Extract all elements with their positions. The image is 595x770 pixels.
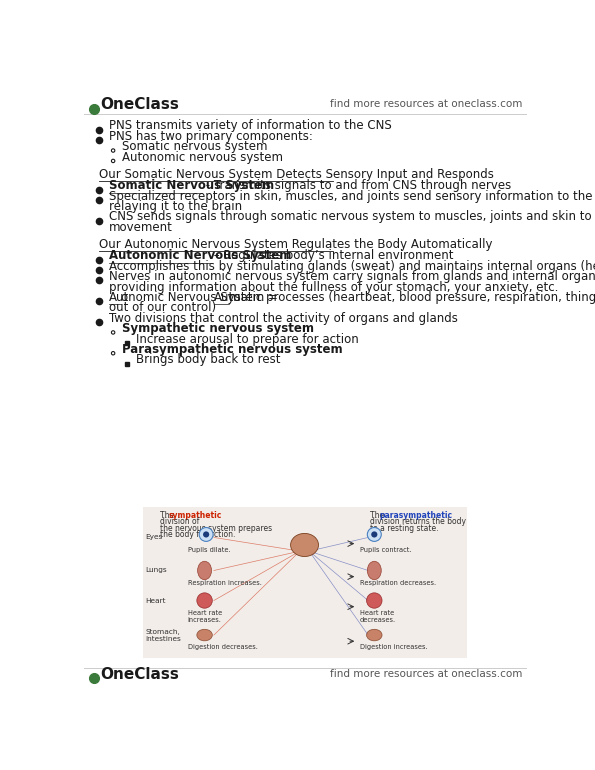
Text: Sympathetic nervous system: Sympathetic nervous system (123, 322, 314, 335)
Text: matic processes (heartbeat, blood pressure, respiration, things: matic processes (heartbeat, blood pressu… (230, 291, 595, 304)
Ellipse shape (197, 629, 212, 641)
Text: Autonomic nervous system: Autonomic nervous system (123, 151, 283, 164)
Text: Eyes: Eyes (146, 534, 163, 541)
Text: parasympathetic: parasympathetic (379, 511, 452, 521)
Text: movement: movement (109, 221, 173, 234)
Text: Brings body back to rest: Brings body back to rest (136, 353, 281, 367)
Text: Our Somatic Nervous System Detects Sensory Input and Responds: Our Somatic Nervous System Detects Senso… (99, 168, 494, 181)
Text: Aut: Aut (109, 291, 130, 304)
Text: relaying it to the brain: relaying it to the brain (109, 200, 242, 213)
Text: Heart rate
decreases.: Heart rate decreases. (359, 610, 396, 623)
Text: Pupils contract.: Pupils contract. (359, 547, 411, 553)
Text: Digestion increases.: Digestion increases. (359, 644, 427, 651)
Circle shape (367, 593, 382, 608)
Text: Nerves in autonomic nervous system carry signals from glands and internal organs: Nerves in autonomic nervous system carry… (109, 270, 595, 283)
Text: Increase arousal to prepare for action: Increase arousal to prepare for action (136, 333, 359, 346)
Text: CNS sends signals through somatic nervous system to muscles, joints and skin to : CNS sends signals through somatic nervou… (109, 210, 595, 223)
Text: PNS has two primary components:: PNS has two primary components: (109, 130, 313, 142)
Text: Accomplishes this by stimulating glands (sweat) and maintains internal organs (h: Accomplishes this by stimulating glands … (109, 259, 595, 273)
Circle shape (367, 527, 381, 541)
Text: Pupils dilate.: Pupils dilate. (187, 547, 230, 553)
Text: Lungs: Lungs (146, 567, 167, 574)
Text: division returns the body: division returns the body (369, 517, 466, 527)
Text: Auto: Auto (214, 291, 241, 304)
Text: OneClass: OneClass (101, 668, 180, 682)
Text: Heart: Heart (146, 598, 166, 604)
Text: sympathetic: sympathetic (169, 511, 223, 521)
Text: Respiration increases.: Respiration increases. (187, 580, 261, 586)
Text: out of our control): out of our control) (109, 301, 217, 314)
Text: The: The (159, 511, 176, 521)
Circle shape (371, 531, 377, 537)
Text: - Transmits signals to and from CNS through nerves: - Transmits signals to and from CNS thro… (202, 179, 511, 192)
Text: OneClass: OneClass (101, 98, 180, 112)
Text: find more resources at oneclass.com: find more resources at oneclass.com (330, 99, 522, 109)
FancyBboxPatch shape (143, 507, 466, 658)
Circle shape (203, 531, 209, 537)
Text: Heart rate
increases.: Heart rate increases. (187, 610, 222, 623)
Text: – Regulates body’s internal environment: – Regulates body’s internal environment (210, 249, 453, 263)
Ellipse shape (367, 629, 382, 641)
Ellipse shape (290, 534, 318, 557)
Text: Stomach,
intestines: Stomach, intestines (146, 628, 181, 641)
Text: The: The (369, 511, 386, 521)
Text: Specialized receptors in skin, muscles, and joints send sensory information to t: Specialized receptors in skin, muscles, … (109, 189, 595, 203)
Text: Our Autonomic Nervous System Regulates the Body Automatically: Our Autonomic Nervous System Regulates t… (99, 238, 493, 251)
Text: Respiration decreases.: Respiration decreases. (359, 580, 436, 586)
Text: Parasympathetic nervous system: Parasympathetic nervous system (123, 343, 343, 356)
Text: find more resources at oneclass.com: find more resources at oneclass.com (330, 669, 522, 679)
Text: Autonomic Nervous System: Autonomic Nervous System (109, 249, 292, 263)
Text: division of: division of (159, 517, 199, 527)
Ellipse shape (367, 561, 381, 580)
Circle shape (197, 593, 212, 608)
Text: the nervous system prepares: the nervous system prepares (159, 524, 272, 533)
Text: PNS transmits variety of information to the CNS: PNS transmits variety of information to … (109, 119, 392, 132)
Text: Somatic Nervous System: Somatic Nervous System (109, 179, 274, 192)
Circle shape (199, 527, 213, 541)
Text: to a resting state.: to a resting state. (369, 524, 438, 533)
Ellipse shape (198, 561, 212, 580)
Text: Two divisions that control the activity of organs and glands: Two divisions that control the activity … (109, 312, 458, 325)
Text: the body for action.: the body for action. (159, 530, 235, 539)
Text: onomic Nervous System =: onomic Nervous System = (121, 291, 281, 304)
Text: providing information about the fullness of your stomach, your anxiety, etc.: providing information about the fullness… (109, 280, 559, 293)
Text: Somatic nervous system: Somatic nervous system (123, 140, 268, 153)
Text: Digestion decreases.: Digestion decreases. (187, 644, 258, 651)
